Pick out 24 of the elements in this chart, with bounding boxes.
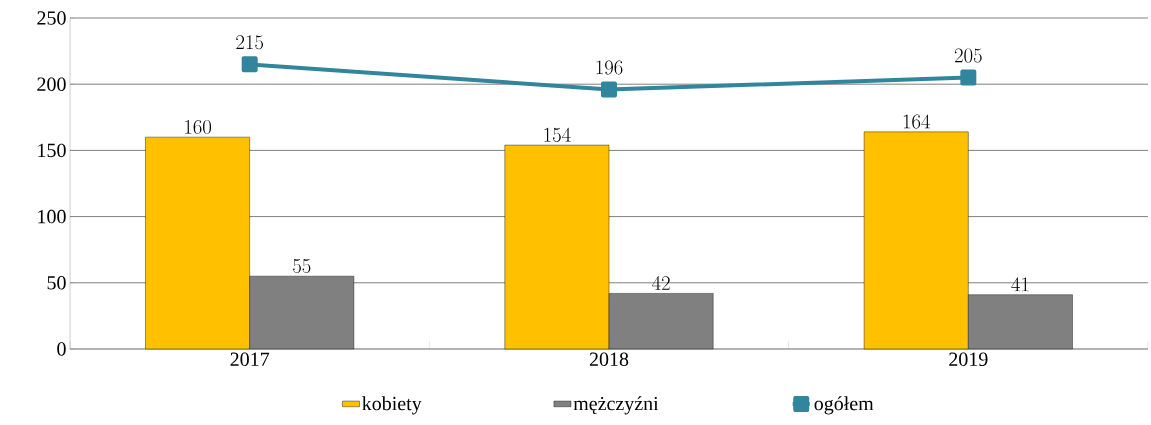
point bbox=[601, 81, 617, 98]
x-tick-label: 2019 bbox=[949, 352, 988, 367]
legend-label: ogółem bbox=[814, 396, 874, 415]
data-label: 41 bbox=[1011, 277, 1029, 292]
legend-label: kobiety bbox=[362, 396, 422, 415]
data-label: 196 bbox=[596, 60, 623, 75]
data-label: 42 bbox=[652, 275, 670, 290]
y-tick-label: 250 bbox=[37, 11, 66, 25]
data-label: 164 bbox=[903, 114, 931, 129]
data-label: 154 bbox=[544, 127, 571, 142]
y-tick-label: 150 bbox=[38, 143, 66, 158]
x-tick-label: 2017 bbox=[230, 352, 270, 367]
y-tick-label: 200 bbox=[37, 77, 66, 91]
x-tick-label: 2018 bbox=[589, 352, 629, 367]
point bbox=[241, 56, 258, 73]
point bbox=[960, 69, 977, 86]
y-tick-label: 0 bbox=[57, 342, 66, 356]
data-label: 160 bbox=[185, 119, 212, 134]
data-label: 215 bbox=[236, 35, 264, 50]
y-tick-label: 50 bbox=[47, 276, 66, 290]
y-tick-label: 100 bbox=[38, 209, 66, 224]
data-label: 205 bbox=[954, 48, 982, 63]
data-label: 55 bbox=[293, 258, 311, 273]
legend-label: mężczyźni bbox=[573, 396, 659, 415]
